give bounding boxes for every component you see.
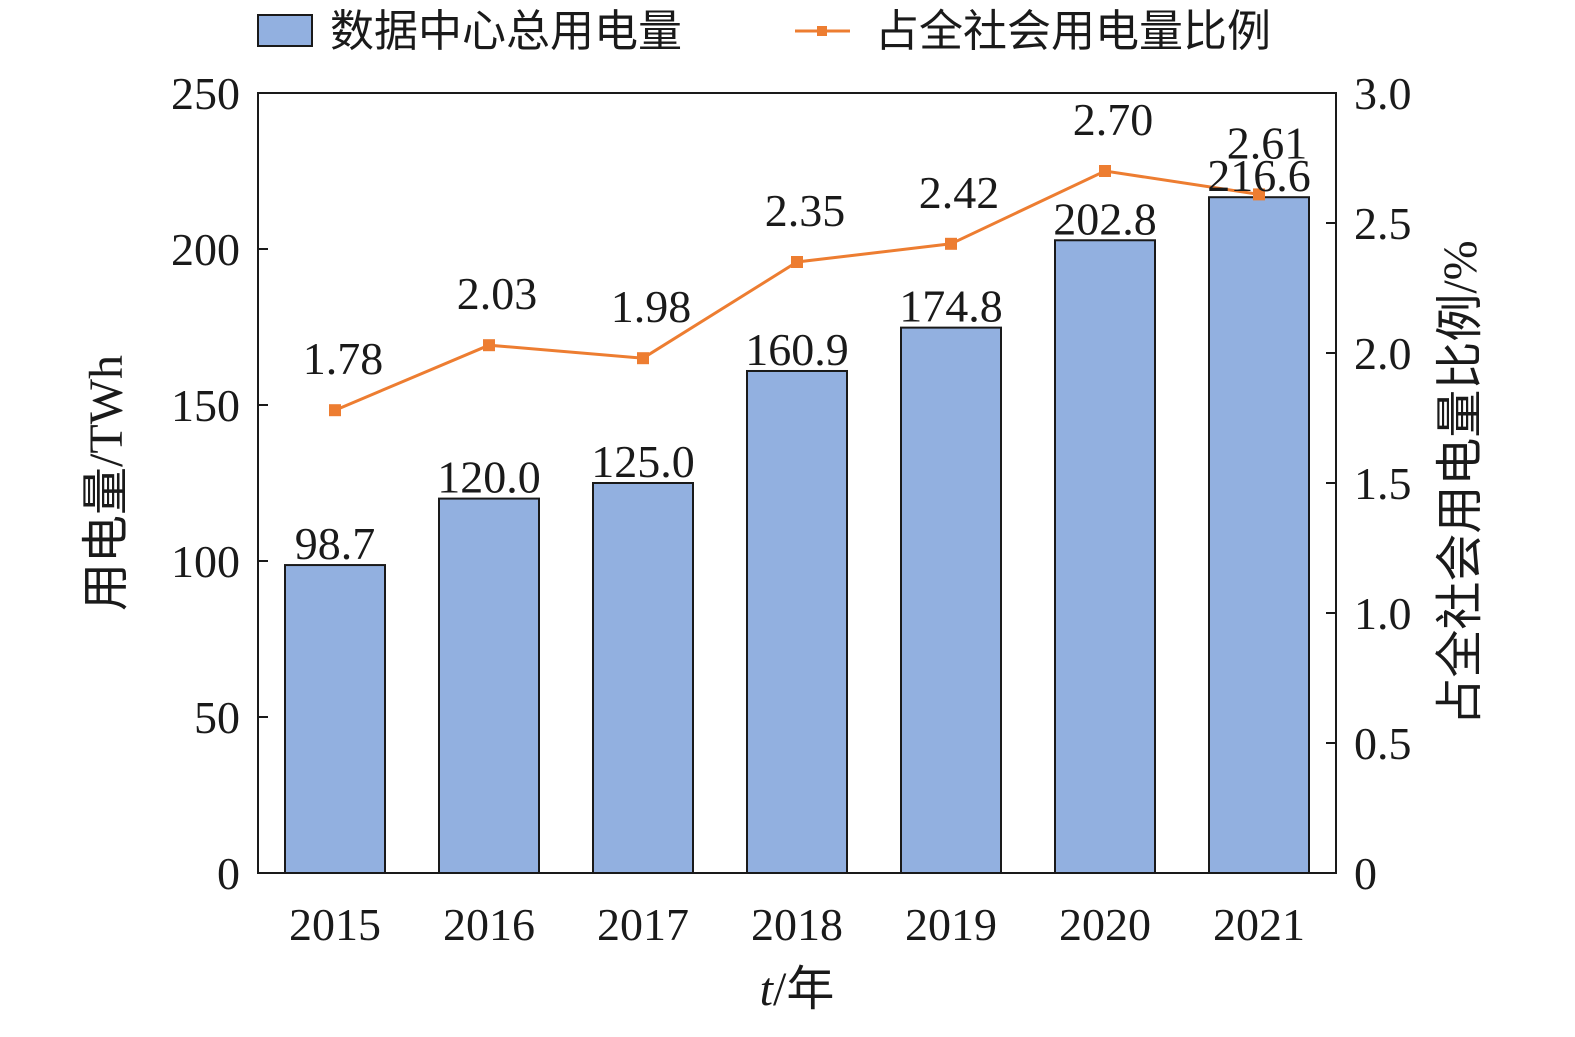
line-value-label-2016: 2.03 bbox=[457, 268, 538, 319]
line-value-label-2021: 2.61 bbox=[1227, 117, 1308, 168]
line-value-label-2018: 2.35 bbox=[765, 185, 846, 236]
bar-value-label-2016: 120.0 bbox=[437, 452, 541, 503]
bar-2021 bbox=[1208, 196, 1310, 874]
y2-tick-label: 1.0 bbox=[1354, 588, 1412, 639]
y-axis-title: 用电量/TWh bbox=[80, 355, 133, 611]
bar-value-label-2021: 216.6 bbox=[1207, 150, 1311, 201]
y-tick-label: 50 bbox=[194, 692, 240, 743]
bar-value-label-2015: 98.7 bbox=[295, 518, 376, 569]
x-tick-label-2019: 2019 bbox=[905, 899, 997, 950]
line-series bbox=[329, 165, 1265, 417]
line-point-2015 bbox=[329, 404, 341, 417]
bar-2017 bbox=[592, 482, 694, 874]
legend-line-marker bbox=[817, 26, 827, 36]
bar-2019 bbox=[900, 326, 1002, 874]
line-point-2016 bbox=[483, 339, 495, 352]
x-tick-label-2016: 2016 bbox=[443, 899, 535, 950]
bar-value-label-2017: 125.0 bbox=[591, 436, 695, 487]
x-axis-title-italic: t bbox=[760, 963, 775, 1016]
line-value-label-2015: 1.78 bbox=[303, 333, 384, 384]
y2-tick-label: 0 bbox=[1354, 848, 1377, 899]
bar-2015 bbox=[284, 564, 386, 875]
y-tick-label: 100 bbox=[171, 536, 240, 587]
line-data-labels: 1.78 2.03 1.98 2.35 2.42 2.70 2.61 bbox=[303, 94, 1308, 384]
legend-bar-label: 数据中心总用电量 bbox=[330, 7, 682, 56]
y2-tick-label: 2.0 bbox=[1354, 328, 1412, 379]
x-tick-label-2015: 2015 bbox=[289, 899, 381, 950]
line-value-label-2017: 1.98 bbox=[611, 281, 692, 332]
bar-2016 bbox=[438, 497, 540, 874]
y-tick-label: 200 bbox=[171, 224, 240, 275]
x-tick-label-2021: 2021 bbox=[1213, 899, 1305, 950]
bar-2018 bbox=[746, 369, 848, 874]
bar-value-label-2018: 160.9 bbox=[745, 324, 849, 375]
y-tick-label: 0 bbox=[217, 848, 240, 899]
y2-tick-label: 2.5 bbox=[1354, 198, 1412, 249]
y2-tick-label: 3.0 bbox=[1354, 68, 1412, 119]
bars bbox=[284, 196, 1310, 875]
legend-line-label: 占全社会用电量比例 bbox=[875, 7, 1271, 56]
y2-tick-label: 0.5 bbox=[1354, 718, 1412, 769]
y2-axis-title: 占全社会用电量比例/% bbox=[1434, 240, 1487, 725]
line-value-label-2019: 2.42 bbox=[919, 167, 1000, 218]
bar-value-label-2020: 202.8 bbox=[1053, 193, 1157, 244]
y2-tick-label: 1.5 bbox=[1354, 458, 1412, 509]
legend-bar-swatch bbox=[257, 14, 313, 47]
x-tick-label-2020: 2020 bbox=[1059, 899, 1151, 950]
y-axis-left: 0 50 100 150 200 250 bbox=[171, 68, 268, 899]
line-point-2021 bbox=[1253, 188, 1265, 201]
bar-data-labels: 98.7 120.0 125.0 160.9 174.8 202.8 216.6 bbox=[295, 150, 1311, 569]
y-tick-label: 150 bbox=[171, 380, 240, 431]
bar-2020 bbox=[1054, 239, 1156, 875]
line-value-label-2020: 2.70 bbox=[1073, 94, 1154, 145]
line-point-2018 bbox=[791, 256, 803, 268]
bar-value-label-2019: 174.8 bbox=[899, 281, 1003, 332]
y-axis-right: 0 0.5 1.0 1.5 2.0 2.5 3.0 bbox=[1326, 68, 1412, 899]
x-tick-label-2018: 2018 bbox=[751, 899, 843, 950]
x-tick-label-2017: 2017 bbox=[597, 899, 689, 950]
line-point-2017 bbox=[637, 352, 649, 365]
x-axis-title-unit: /年 bbox=[773, 963, 834, 1016]
x-axis: 2015 2016 2017 2018 2019 2020 2021 bbox=[289, 899, 1305, 950]
y-tick-label: 250 bbox=[171, 68, 240, 119]
line-point-2019 bbox=[945, 237, 957, 250]
x-axis-title: t/年 bbox=[760, 963, 835, 1016]
legend: 数据中心总用电量 占全社会用电量比例 bbox=[257, 7, 1271, 56]
line-point-2020 bbox=[1099, 165, 1111, 177]
